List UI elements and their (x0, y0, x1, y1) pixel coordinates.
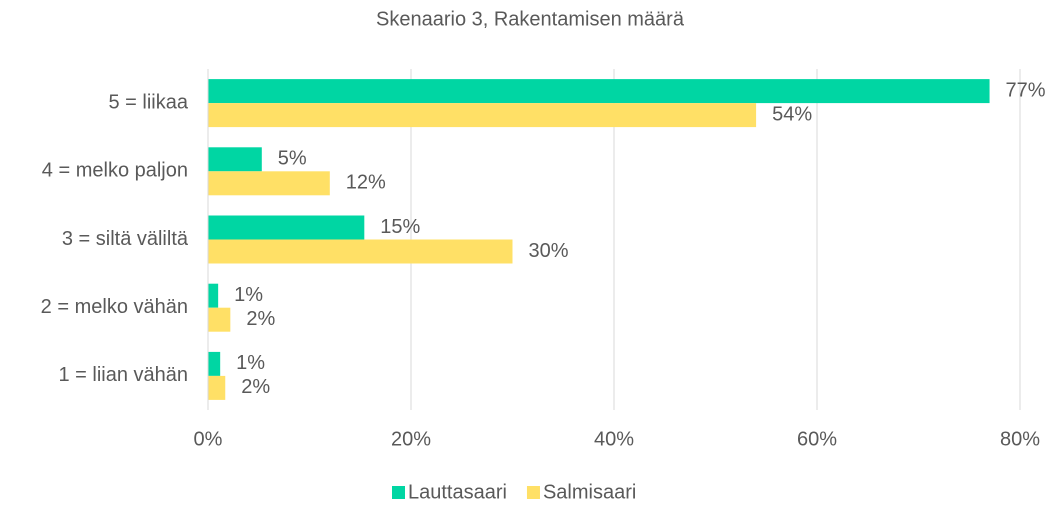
bar (208, 171, 330, 196)
x-tick-label: 80% (1000, 428, 1040, 450)
legend-label: Lauttasaari (408, 481, 507, 503)
bar (208, 307, 231, 332)
data-label: 77% (1006, 79, 1046, 101)
data-label: 12% (346, 172, 386, 194)
bar (208, 239, 513, 264)
y-tick-label: 1 = liian vähän (58, 364, 188, 386)
x-tick-label: 0% (194, 428, 223, 450)
data-label: 5% (278, 148, 307, 170)
y-tick-label: 3 = siltä väliltä (62, 228, 189, 250)
y-tick-label: 5 = liikaa (109, 91, 189, 113)
x-tick-label: 60% (797, 428, 837, 450)
legend-swatch (392, 486, 405, 499)
legend-label: Salmisaari (543, 481, 636, 503)
legend-swatch (526, 486, 540, 499)
data-label: 1% (234, 284, 263, 306)
bar (208, 215, 365, 240)
chart-title: Skenaario 3, Rakentamisen määrä (376, 8, 685, 30)
y-tick-label: 2 = melko vähän (41, 296, 188, 318)
data-label: 15% (380, 216, 420, 238)
bar (208, 79, 990, 104)
y-tick-label: 4 = melko paljon (42, 160, 188, 182)
data-label: 2% (246, 308, 275, 330)
bar (208, 147, 262, 172)
x-tick-label: 40% (594, 428, 634, 450)
x-tick-label: 20% (391, 428, 431, 450)
bar (208, 351, 221, 376)
data-label: 54% (772, 103, 812, 125)
bar (208, 103, 757, 128)
data-label: 30% (529, 240, 569, 262)
data-label: 2% (241, 376, 270, 398)
bar (208, 375, 226, 400)
data-label: 1% (236, 352, 265, 374)
bar (208, 283, 219, 308)
